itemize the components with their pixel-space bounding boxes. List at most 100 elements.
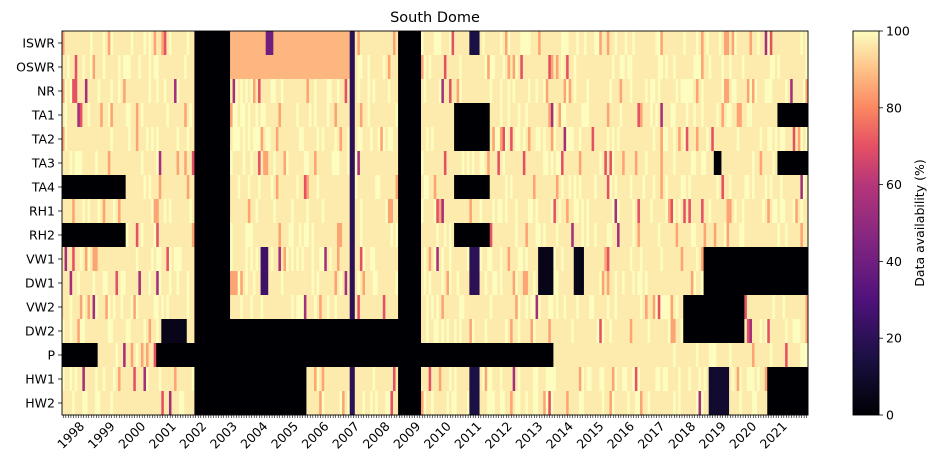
heatmap-cell (230, 247, 233, 272)
heatmap-cell (110, 103, 114, 128)
heatmap-cell (163, 127, 167, 152)
heatmap-cell (482, 151, 486, 176)
heatmap-cell (72, 151, 76, 176)
heatmap-cell (357, 391, 361, 416)
heatmap-cell (568, 103, 572, 128)
heatmap-cell (688, 199, 692, 224)
heatmap-cell (446, 55, 450, 80)
heatmap-cell (382, 199, 386, 224)
heatmap-cell (477, 151, 480, 176)
heatmap-cell (263, 391, 267, 416)
heatmap-cell (606, 271, 610, 296)
heatmap-cell (207, 31, 211, 56)
heatmap-cell (436, 79, 440, 104)
heatmap-cell (441, 151, 445, 176)
heatmap-cell (74, 127, 78, 152)
heatmap-cell (245, 199, 249, 224)
heatmap-cell (555, 391, 559, 416)
heatmap-cell (247, 31, 251, 56)
heatmap-cell (118, 55, 121, 80)
heatmap-cell (301, 31, 305, 56)
heatmap-cell (347, 103, 351, 128)
heatmap-cell (451, 127, 455, 152)
heatmap-cell (785, 175, 789, 200)
heatmap-cell (693, 271, 697, 296)
heatmap-cell (77, 247, 81, 272)
heatmap-cell (695, 343, 699, 368)
heatmap-cell (662, 31, 666, 56)
heatmap-cell (596, 343, 600, 368)
heatmap-cell (746, 175, 750, 200)
heatmap-cell (477, 127, 480, 152)
heatmap-cell (553, 127, 557, 152)
heatmap-cell (347, 79, 351, 104)
heatmap-cell (354, 31, 358, 56)
heatmap-cell (199, 151, 203, 176)
heatmap-cell (520, 247, 524, 272)
heatmap-cell (736, 55, 740, 80)
heatmap-cell (606, 391, 610, 416)
heatmap-cell (535, 55, 539, 80)
heatmap-cell (110, 367, 114, 392)
heatmap-cell (403, 175, 407, 200)
heatmap-cell (499, 391, 503, 416)
heatmap-cell (790, 295, 794, 320)
heatmap-cell (349, 343, 353, 368)
heatmap-cell (795, 151, 799, 176)
heatmap-cell (82, 127, 86, 152)
heatmap-cell (589, 319, 592, 344)
heatmap-cell (721, 103, 725, 128)
heatmap-cell (362, 151, 366, 176)
heatmap-cell (347, 295, 351, 320)
heatmap-cell (451, 223, 455, 248)
heatmap-cell (713, 319, 717, 344)
heatmap-cell (459, 31, 463, 56)
heatmap-cell (67, 391, 71, 416)
heatmap-cell (741, 295, 745, 320)
heatmap-cell (349, 367, 353, 392)
heatmap-cell (423, 79, 427, 104)
heatmap-cell (762, 199, 766, 224)
y-tick-label: P (47, 348, 55, 363)
heatmap-cell (278, 319, 282, 344)
heatmap-cell (805, 175, 809, 200)
heatmap-cell (543, 103, 547, 128)
heatmap-cell (678, 271, 682, 296)
heatmap-cell (680, 391, 684, 416)
heatmap-cell (339, 199, 343, 224)
heatmap-cell (614, 175, 618, 200)
heatmap-cell (87, 343, 91, 368)
heatmap-cell (800, 127, 804, 152)
heatmap-cell (82, 271, 86, 296)
heatmap-cell (403, 295, 407, 320)
heatmap-cell (660, 79, 664, 104)
heatmap-cell (772, 319, 776, 344)
heatmap-cell (380, 199, 384, 224)
heatmap-cell (637, 79, 641, 104)
heatmap-cell (553, 151, 557, 176)
heatmap-cell (634, 343, 638, 368)
heatmap-cell (805, 391, 809, 416)
heatmap-cell (645, 319, 648, 344)
heatmap-cell (339, 103, 343, 128)
heatmap-cell (400, 31, 404, 56)
heatmap-cell (769, 199, 773, 224)
heatmap-cell (214, 367, 218, 392)
heatmap-cell (650, 343, 654, 368)
heatmap-cell (632, 343, 636, 368)
heatmap-cell (260, 391, 264, 416)
heatmap-cell (232, 199, 236, 224)
heatmap-cell (779, 175, 783, 200)
heatmap-cell (466, 247, 470, 272)
heatmap-cell (657, 295, 661, 320)
heatmap-cell (540, 295, 544, 320)
heatmap-cell (611, 319, 615, 344)
heatmap-cell (176, 223, 180, 248)
heatmap-cell (222, 247, 226, 272)
heatmap-cell (217, 295, 221, 320)
heatmap-cell (660, 319, 664, 344)
heatmap-cell (777, 31, 781, 56)
heatmap-cell (708, 223, 712, 248)
heatmap-cell (499, 175, 503, 200)
heatmap-cell (576, 31, 580, 56)
